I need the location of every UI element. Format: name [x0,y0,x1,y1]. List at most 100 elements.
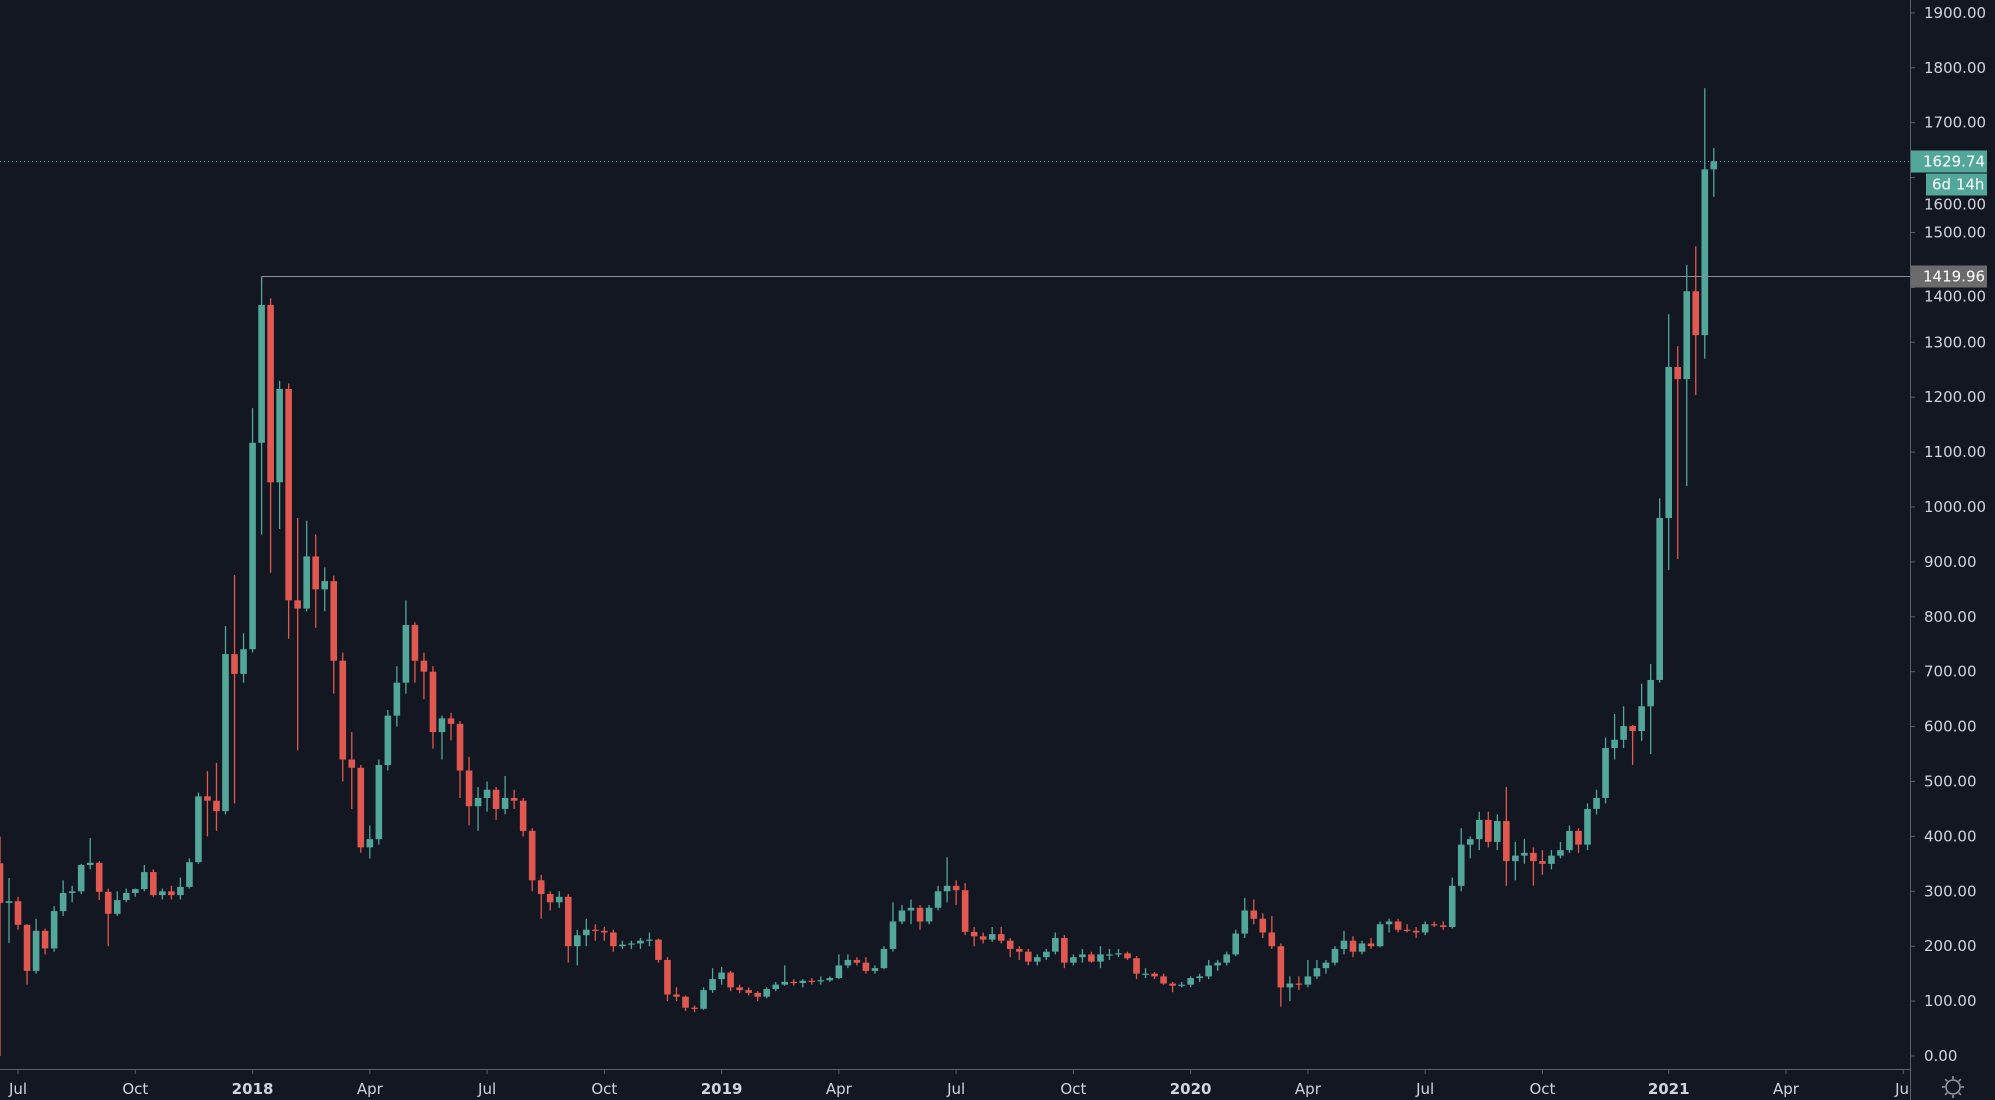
candle-up [5,878,13,943]
candles-layer [0,88,1718,1056]
candle-down [1250,899,1258,925]
candle-body [113,900,121,914]
candle-body [1079,954,1086,958]
candle-body [1331,948,1339,963]
candle-down [1692,246,1700,396]
candle-body [573,935,581,947]
candle-body [1097,954,1104,962]
candle-body [339,660,347,760]
candle-body [808,980,816,982]
candle-body [1241,910,1249,934]
candle-body [330,581,338,661]
candle-up [86,838,94,870]
candle-up [222,626,229,815]
candle-body [1656,517,1663,680]
candle-body [1575,830,1582,845]
candle-body [988,934,996,940]
candle-up [1448,877,1456,929]
settings-gear-icon[interactable] [1942,1076,1964,1098]
candle-body [592,929,599,931]
candle-up [1385,918,1393,933]
level-price-tag [1911,265,1987,288]
candle-up [1052,932,1059,955]
candle-body [709,979,716,991]
candle-body [1475,819,1483,840]
candle-body [492,789,500,809]
candle-body [1178,984,1185,986]
candle-up [1034,954,1041,966]
candle-up [113,891,121,917]
candle-up [925,905,933,925]
candle-up [258,276,265,535]
candle-body [646,939,653,941]
candle-up [1584,803,1591,851]
candle-body [1268,932,1276,947]
candle-up [763,987,770,999]
x-tick-label: Oct [122,1080,148,1098]
candle-up [1466,836,1474,859]
y-tick-label: 1700.00 [1924,114,1986,132]
time-axis[interactable]: Jul Oct 2018 Apr Jul Oct 2019 Apr Jul Oct 2020 Apr J… [8,1069,1909,1098]
candle-body [528,830,536,881]
candle-body [393,682,401,716]
candle-down [204,771,211,837]
x-tick-label: Jul [1415,1080,1434,1098]
candle-up [1683,264,1691,487]
candle-down [519,797,527,837]
y-tick-label: 1800.00 [1924,59,1986,77]
candle-up [619,940,626,949]
candle-down [23,924,31,985]
candle-body [1512,855,1519,862]
candle-up [988,926,996,942]
candle-up [177,877,184,900]
candle-body [420,660,428,672]
candle-body [700,990,707,1009]
candle-down [537,874,545,919]
candle-body [1683,291,1691,380]
candle-down [1403,924,1411,933]
level-line-group[interactable] [0,161,1910,285]
candle-down [1485,811,1492,848]
candle-down [1349,936,1357,958]
candle-down [1133,956,1140,980]
level-price-label: 1419.96 [1923,268,1985,286]
candle-body [1394,921,1402,930]
candle-body [1142,973,1149,975]
price-axis[interactable]: 0.00 100.00 200.00 300.00 400.00 500.00 600.00… [1910,4,1986,1065]
candle-body [1701,169,1709,336]
candle-body [1250,910,1258,919]
y-tick-label: 1400.00 [1924,288,1986,306]
candle-body [1006,940,1014,949]
candle-body [1070,957,1077,963]
candle-body [456,723,464,771]
candle-up [1421,921,1429,936]
candle-body [104,891,112,914]
candle-down [655,938,662,963]
candle-body [1106,954,1113,956]
candle-body [583,929,590,936]
x-tick-label: 2018 [232,1080,274,1098]
candle-down [339,652,347,782]
candle-up [1115,948,1122,958]
countdown-tag [1926,173,1987,196]
candle-up [1223,951,1231,966]
candle-body [1043,951,1050,958]
candle-body [1015,948,1023,952]
candle-body [1584,808,1591,845]
candle-body [718,972,725,980]
candle-down [1530,847,1537,886]
candle-down [592,924,599,941]
candle-down [1439,921,1447,930]
candle-down [447,712,455,741]
candle-body [132,889,139,893]
candle-down [150,869,157,897]
candle-down [1160,973,1167,985]
candle-up [1638,683,1645,741]
candle-body [1160,976,1167,984]
candle-up [249,408,256,653]
candle-down [1024,948,1032,966]
candle-up [1593,789,1600,815]
candle-down [456,721,464,798]
candle-body [1277,946,1285,988]
